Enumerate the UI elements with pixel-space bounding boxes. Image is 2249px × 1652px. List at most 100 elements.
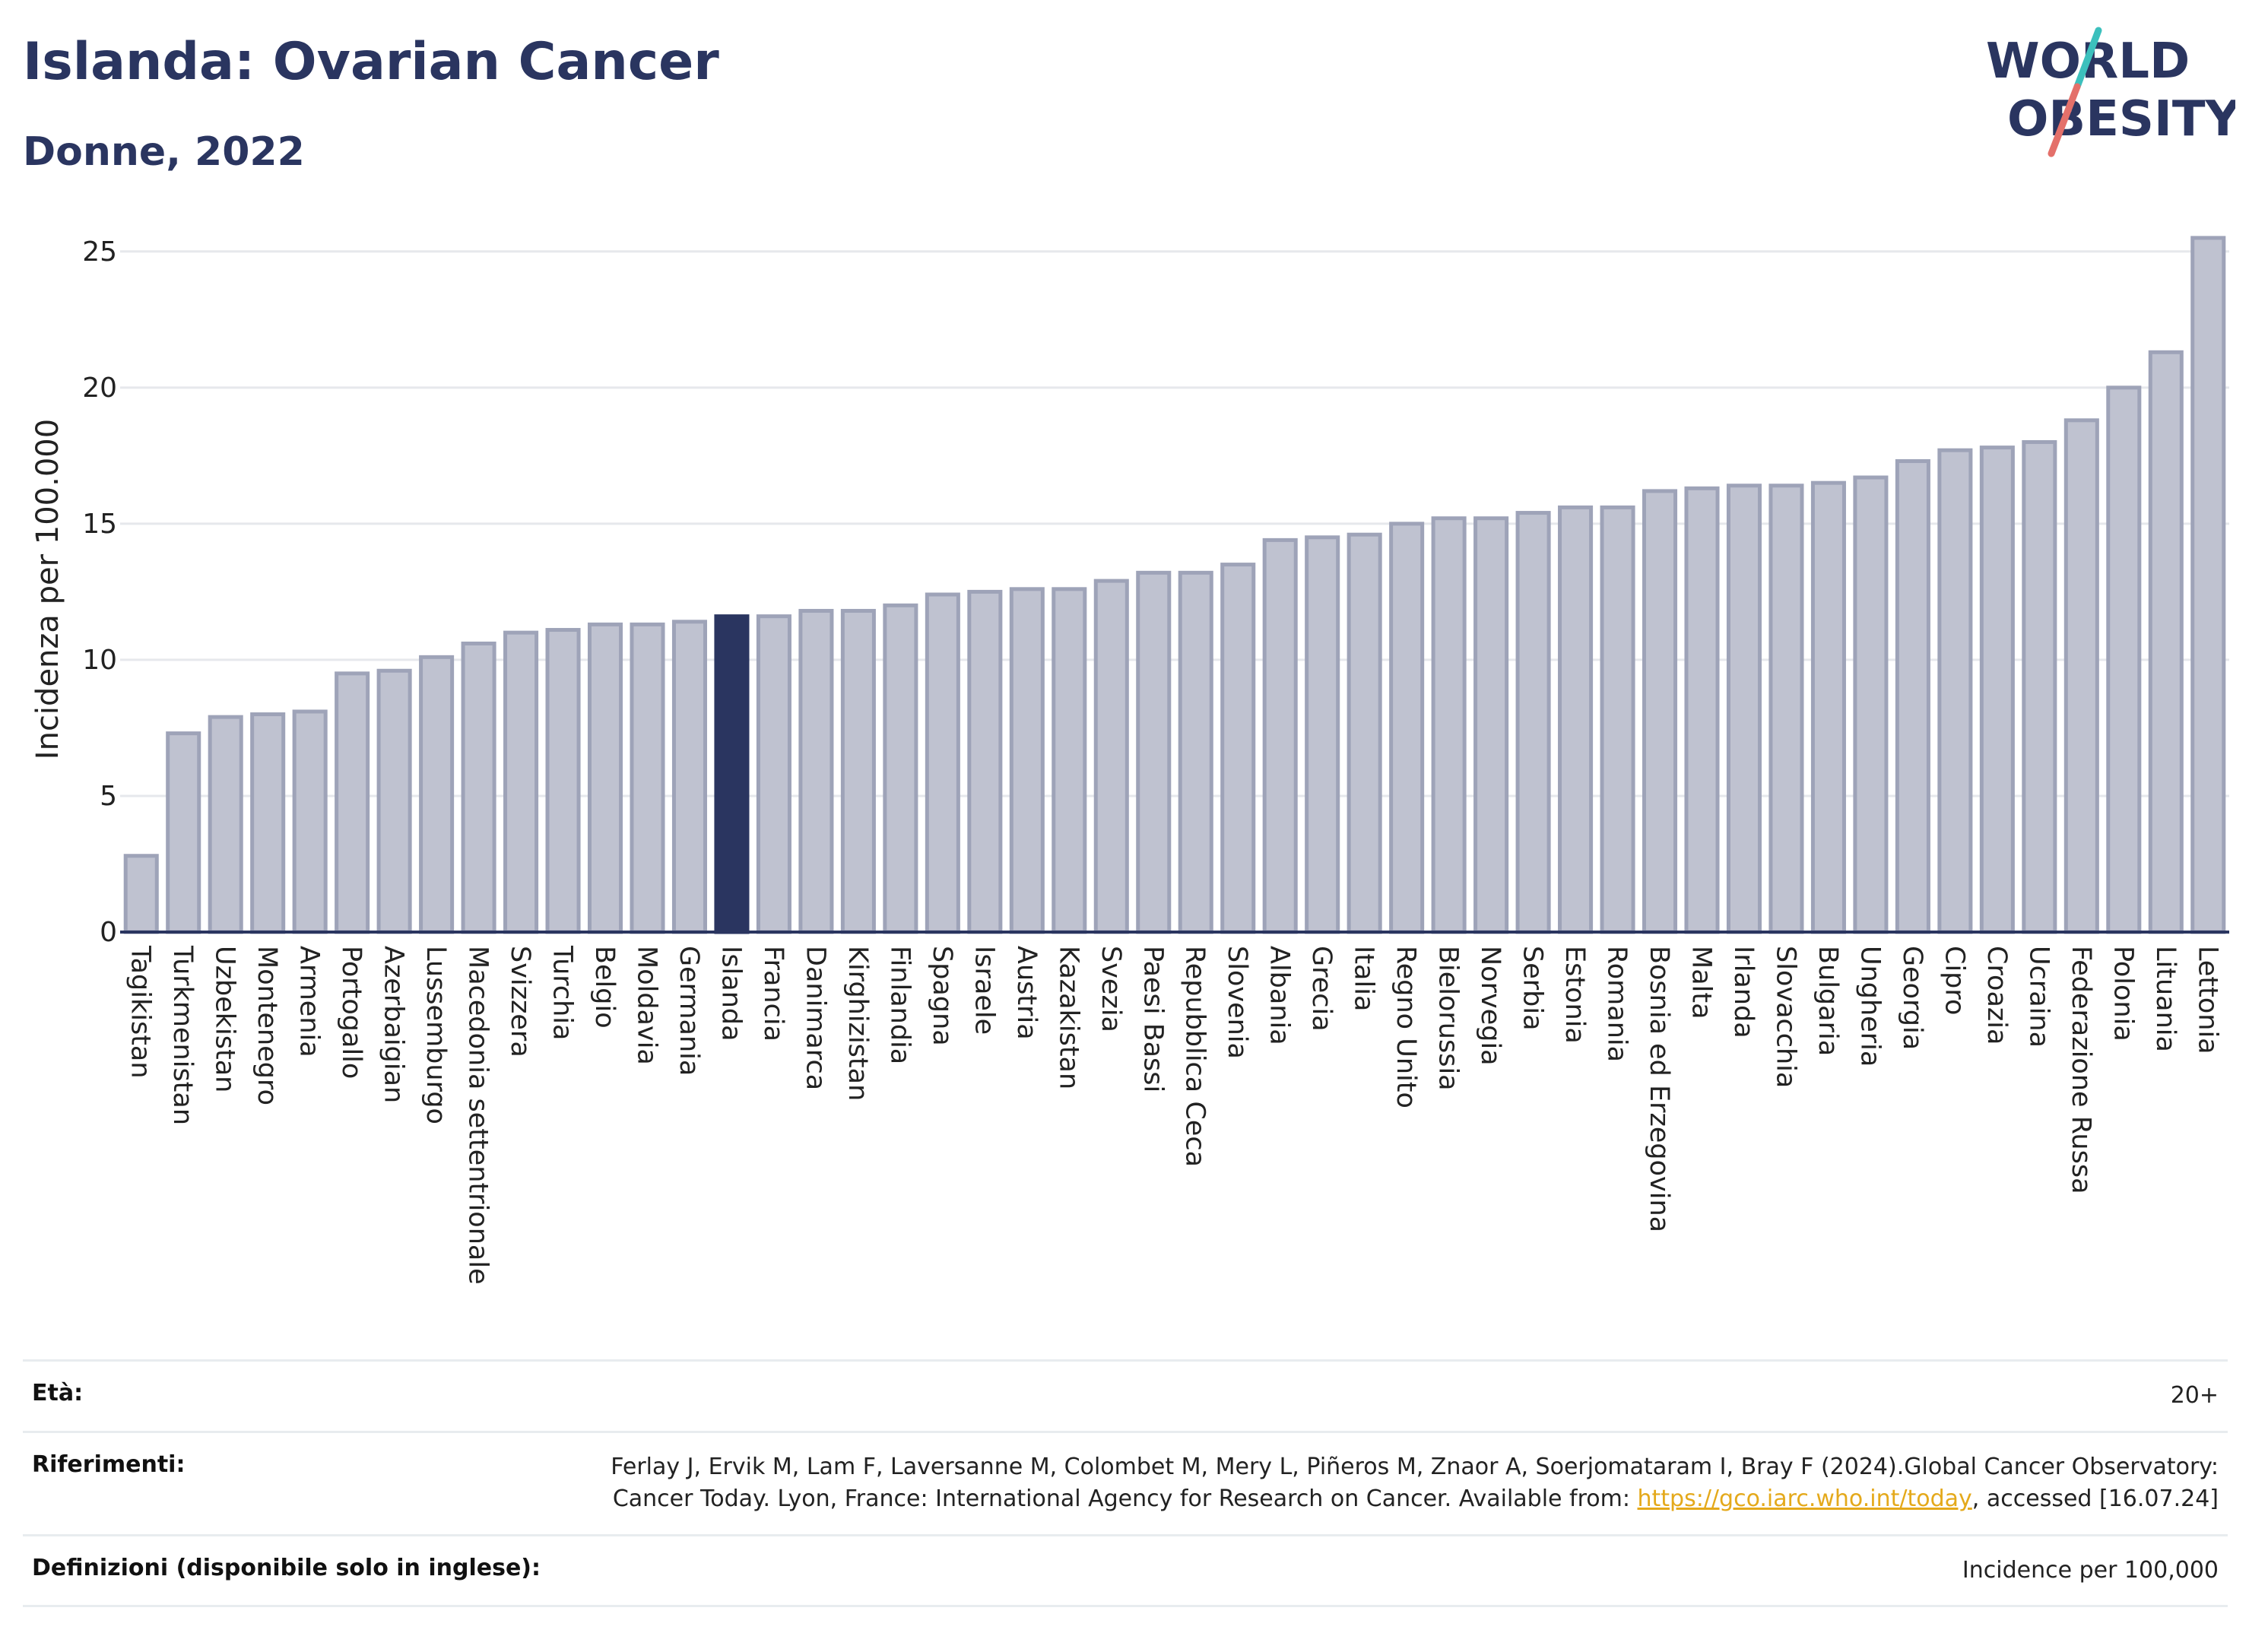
x-tick-label: Ucraina: [2023, 946, 2054, 1048]
x-tick-label: Azerbaigian: [379, 946, 409, 1103]
bar: [1009, 587, 1045, 934]
x-tick-label: Malta: [1686, 946, 1717, 1019]
bar: [883, 603, 918, 934]
bar: [840, 608, 876, 934]
bar: [1726, 484, 1762, 934]
bar: [208, 715, 243, 934]
bar: [1389, 522, 1425, 934]
x-tick-label: Turchia: [547, 945, 578, 1040]
x-tick-label: Bosnia ed Erzegovina: [1644, 946, 1674, 1232]
x-tick-label: Moldavia: [632, 946, 662, 1065]
bar: [1473, 516, 1509, 934]
bar: [1642, 489, 1678, 934]
bar: [1810, 480, 1846, 934]
metadata-table: Età: 20+ Riferimenti: Ferlay J, Ervik M,…: [23, 1359, 2228, 1608]
bar: [545, 628, 581, 934]
logo-slash-bottom: [2048, 83, 2081, 157]
bar-chart: 0 5 10 15 20 25 Tagikistan Turkmenistan Uzbekis…: [30, 236, 2229, 1285]
x-tick-label: Slovenia: [1222, 946, 1252, 1059]
x-tick-label: Croazia: [1981, 946, 2012, 1045]
bar: [166, 731, 201, 934]
x-tick-label: Serbia: [1518, 946, 1548, 1031]
age-label: Età:: [32, 1380, 84, 1406]
y-tick-label: 0: [100, 917, 117, 948]
x-tick-label: Repubblica Ceca: [1180, 946, 1210, 1167]
x-tick-label: Norvegia: [1475, 946, 1505, 1066]
bar: [925, 592, 960, 934]
bar: [630, 622, 665, 934]
bar: [1853, 475, 1889, 934]
x-axis-ticks: Tagikistan Turkmenistan Uzbekistan Monteneg…: [125, 945, 2223, 1285]
chart-subtitle: Donne, 2022: [23, 129, 305, 175]
x-tick-label: Danimarca: [800, 946, 830, 1090]
x-tick-label: Polonia: [2108, 946, 2138, 1042]
x-tick-label: Francia: [758, 946, 788, 1042]
x-tick-label: Islanda: [715, 946, 746, 1042]
bar: [2063, 418, 2099, 934]
age-row: Età: 20+: [23, 1359, 2228, 1431]
x-tick-label: Bielorussia: [1433, 946, 1464, 1091]
x-tick-label: Kirghizistan: [842, 946, 873, 1101]
x-tick-label: Israele: [969, 946, 999, 1035]
bar: [798, 608, 834, 934]
x-tick-label: Bulgaria: [1813, 946, 1843, 1056]
bar: [1136, 570, 1172, 934]
x-tick-label: Macedonia settentrionale: [463, 946, 493, 1285]
bar: [1305, 535, 1340, 934]
bar: [2190, 236, 2226, 934]
y-axis-ticks: 0 5 10 15 20 25: [82, 236, 117, 948]
x-tick-label: Paesi Bassi: [1137, 946, 1168, 1092]
bar: [587, 622, 623, 934]
bar: [756, 614, 791, 934]
y-tick-label: 25: [82, 236, 117, 268]
references-label: Riferimenti:: [32, 1451, 186, 1478]
y-tick-label: 5: [100, 781, 117, 812]
x-tick-label: Turkmenistan: [167, 945, 198, 1125]
x-tick-label: Uzbekistan: [210, 946, 240, 1092]
bar: [1093, 579, 1129, 934]
bar: [250, 712, 286, 934]
bar: [376, 668, 412, 934]
bar: [461, 641, 496, 934]
x-tick-label: Grecia: [1306, 946, 1337, 1032]
bar: [671, 620, 708, 934]
references-row: Riferimenti: Ferlay J, Ervik M, Lam F, L…: [23, 1430, 2228, 1534]
y-tick-label: 10: [82, 645, 117, 676]
x-tick-label: Spagna: [927, 946, 957, 1046]
y-tick-label: 15: [82, 509, 117, 540]
bar: [335, 671, 370, 934]
references-accessed: , accessed [16.07.24]: [1971, 1486, 2219, 1513]
bar: [2022, 439, 2057, 934]
references-link[interactable]: https://gco.iarc.who.int/today: [1637, 1486, 1972, 1513]
x-tick-label: Cipro: [1939, 946, 1969, 1015]
bar: [1220, 563, 1256, 934]
x-tick-label: Svezia: [1096, 946, 1126, 1032]
definitions-label: Definizioni (disponibile solo in inglese…: [32, 1554, 541, 1581]
bar-highlighted: [714, 614, 750, 934]
bar: [1979, 446, 2015, 934]
bar: [1937, 448, 1973, 934]
bar: [419, 655, 455, 934]
x-tick-label: Armenia: [294, 946, 325, 1057]
bar: [2148, 350, 2184, 934]
bar: [1347, 532, 1382, 934]
y-tick-label: 20: [82, 373, 117, 404]
chart-title: Islanda: Ovarian Cancer: [23, 32, 719, 92]
definitions-value: Incidence per 100,000: [1962, 1556, 2219, 1584]
references-text: Ferlay J, Ervik M, Lam F, Laversanne M, …: [611, 1453, 2219, 1513]
logo-slash-top: [2073, 27, 2102, 90]
x-tick-label: Lussemburgo: [420, 946, 451, 1124]
bar: [292, 709, 328, 934]
x-tick-label: Lettonia: [2192, 946, 2222, 1054]
x-tick-label: Kazakistan: [1053, 946, 1083, 1089]
x-tick-label: Italia: [1349, 946, 1379, 1011]
age-value: 20+: [2170, 1382, 2219, 1409]
x-tick-label: Austria: [1011, 946, 1042, 1040]
bar: [1052, 587, 1087, 934]
bar: [1684, 486, 1720, 934]
bar: [967, 589, 1003, 934]
x-tick-label: Montenegro: [252, 946, 282, 1105]
x-tick-label: Estonia: [1559, 946, 1590, 1044]
bar: [1178, 570, 1213, 934]
x-tick-label: Regno Unito: [1391, 946, 1421, 1108]
